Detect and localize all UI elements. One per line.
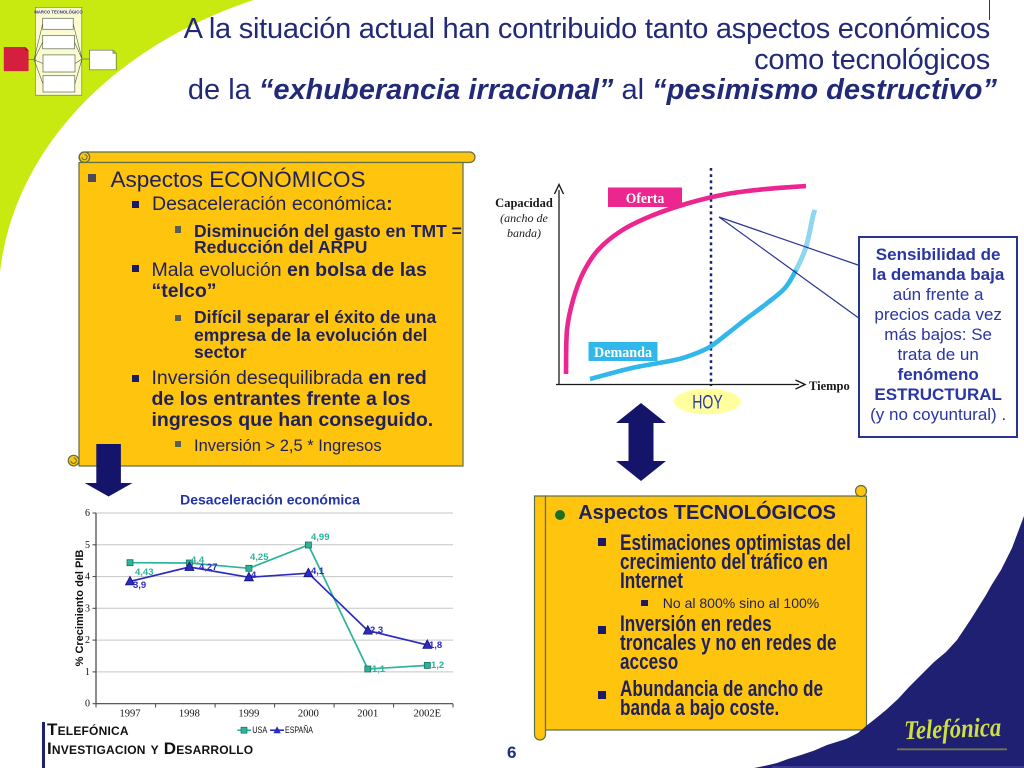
svg-text:Demanda: Demanda xyxy=(594,345,652,361)
svg-text:3: 3 xyxy=(85,603,90,614)
svg-text:2,3: 2,3 xyxy=(370,625,383,636)
svg-text:2002E: 2002E xyxy=(414,709,441,720)
svg-text:1: 1 xyxy=(85,667,90,678)
svg-text:0: 0 xyxy=(85,699,90,710)
svg-text:1998: 1998 xyxy=(179,709,200,720)
svg-text:4,4: 4,4 xyxy=(191,555,205,566)
svg-text:MARCO TECNOLÓGICO: MARCO TECNOLÓGICO xyxy=(34,10,83,15)
svg-text:4,27: 4,27 xyxy=(199,562,218,573)
svg-text:4,43: 4,43 xyxy=(135,567,154,578)
svg-text:1,2: 1,2 xyxy=(431,660,444,671)
svg-text:Capacidad: Capacidad xyxy=(495,196,553,210)
svg-text:3,9: 3,9 xyxy=(133,580,146,591)
svg-text:ESPAÑA: ESPAÑA xyxy=(285,725,313,736)
svg-text:5: 5 xyxy=(85,540,90,551)
svg-text:4: 4 xyxy=(85,572,90,583)
svg-text:USA: USA xyxy=(252,725,267,736)
svg-text:4,1: 4,1 xyxy=(311,566,325,577)
svg-text:% Crecimiento del PIB: % Crecimiento del PIB xyxy=(74,550,86,667)
svg-text:1,1: 1,1 xyxy=(372,664,386,675)
svg-text:Telefónica: Telefónica xyxy=(904,712,1002,745)
svg-text:Oferta: Oferta xyxy=(626,191,665,207)
svg-text:4: 4 xyxy=(251,570,257,581)
svg-text:2001: 2001 xyxy=(357,709,378,720)
svg-text:4,99: 4,99 xyxy=(311,532,330,543)
svg-text:Desaceleración económica: Desaceleración económica xyxy=(180,492,360,508)
svg-text:4,25: 4,25 xyxy=(250,552,269,563)
svg-text:2: 2 xyxy=(85,635,90,646)
svg-text:1997: 1997 xyxy=(120,709,141,720)
svg-text:1,8: 1,8 xyxy=(429,640,442,651)
svg-text:1999: 1999 xyxy=(238,709,259,720)
svg-text:Tiempo: Tiempo xyxy=(809,379,850,393)
svg-text:HOY: HOY xyxy=(692,391,722,413)
svg-text:6: 6 xyxy=(85,508,90,519)
svg-text:2000: 2000 xyxy=(298,709,319,720)
svg-text:(ancho de: (ancho de xyxy=(500,211,548,225)
svg-text:banda): banda) xyxy=(507,226,541,240)
